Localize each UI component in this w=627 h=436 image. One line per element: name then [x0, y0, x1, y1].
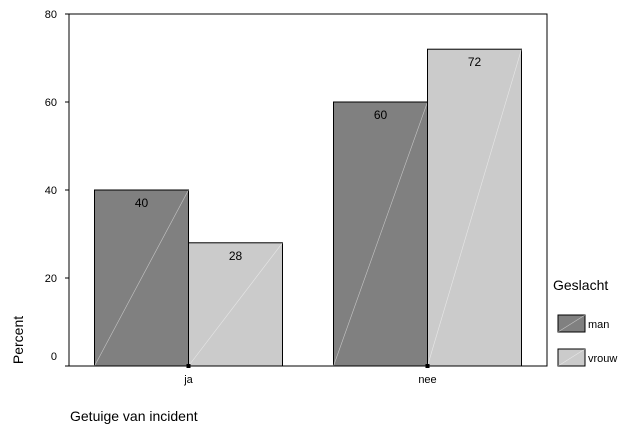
y-tick-label: 0 [51, 351, 57, 363]
legend-hatch-line [557, 348, 586, 367]
data-label: 72 [468, 55, 482, 69]
legend-label-man: man [588, 319, 609, 331]
bar-hatch-line [94, 189, 189, 367]
data-label: 60 [374, 108, 388, 122]
bar-hatch-line [188, 242, 283, 367]
y-tick-label: 80 [45, 9, 57, 21]
y-tick-label: 20 [45, 273, 57, 285]
y-axis: 0 20 40 60 80 [45, 9, 69, 367]
x-tick-label: ja [183, 374, 193, 386]
x-tick [186, 364, 191, 368]
legend-hatch-line [557, 314, 586, 333]
bar-hatch-line [333, 101, 428, 367]
x-axis: ja nee [183, 364, 437, 386]
bar-hatch-line [427, 49, 522, 367]
legend-label-vrouw: vrouw [588, 353, 617, 365]
x-tick [425, 364, 430, 368]
data-label: 40 [135, 196, 149, 210]
x-tick-label: nee [418, 374, 436, 386]
x-axis-label: Getuige van incident [70, 408, 198, 424]
legend-title: Geslacht [553, 277, 608, 293]
bars-group: 40 28 60 72 [94, 48, 522, 367]
legend: man vrouw [557, 314, 617, 367]
y-tick-label: 60 [45, 97, 57, 109]
data-label: 28 [229, 249, 243, 263]
y-tick-label: 40 [45, 185, 57, 197]
y-axis-label: Percent [10, 316, 26, 364]
